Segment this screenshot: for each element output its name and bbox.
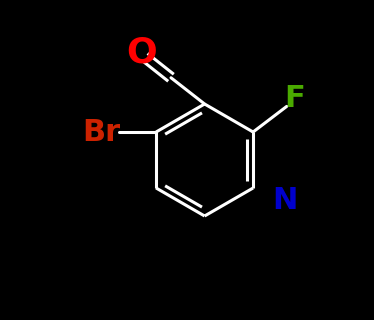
Text: O: O <box>126 35 157 69</box>
Text: F: F <box>284 84 305 113</box>
Text: Br: Br <box>83 117 121 147</box>
Text: N: N <box>272 186 298 215</box>
